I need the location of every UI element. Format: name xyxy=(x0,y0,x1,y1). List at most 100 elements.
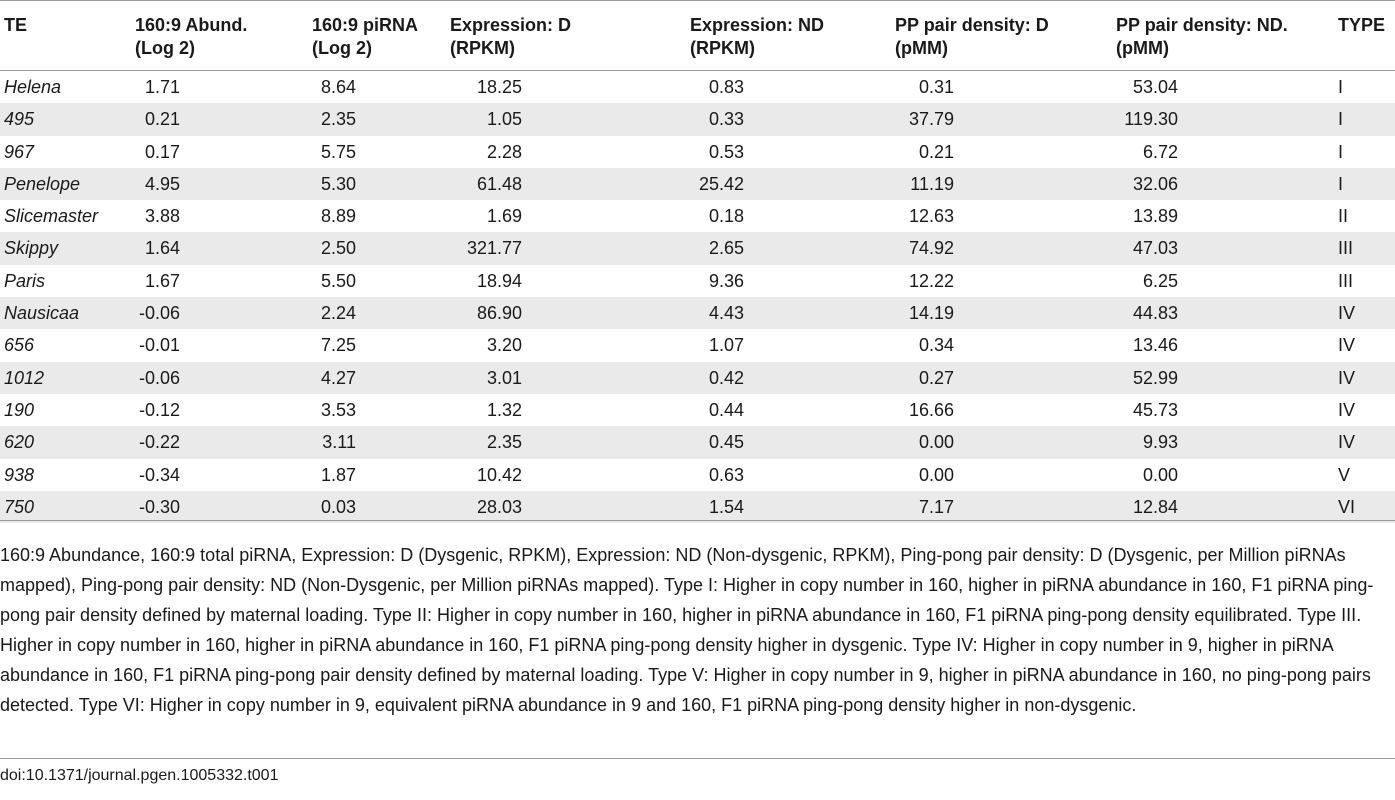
cell-expression-nd: 9.36 xyxy=(708,270,744,291)
header-pp-density-nd: PP pair density: ND. (pMM) xyxy=(1116,15,1288,58)
cell-expression-d: 18.25 xyxy=(476,77,522,97)
cell-type: III xyxy=(1338,270,1354,291)
table-header: TE 160:9 Abund. (Log 2) 160:9 piRNA (Log… xyxy=(0,2,1395,71)
cell-pirna: 3.11 xyxy=(322,432,356,453)
cell-pp-density-d: 12.22 xyxy=(908,270,954,291)
cell-expression-d: 1.32 xyxy=(486,399,522,420)
header-abundance: 160:9 Abund. (Log 2) xyxy=(135,15,248,58)
cell-pp-density-nd: 13.46 xyxy=(1132,335,1178,356)
table-bottom-rule xyxy=(0,520,1395,521)
cell-abundance: -0.34 xyxy=(138,464,180,485)
cell-abundance: 0.21 xyxy=(144,109,180,130)
table-row: 967 0.17 5.75 2.28 0.53 0.21 6.72 I xyxy=(0,136,1395,168)
cell-te: Skippy xyxy=(4,238,59,259)
cell-pirna: 5.75 xyxy=(320,141,356,162)
cell-abundance: -0.22 xyxy=(138,432,180,453)
cell-expression-nd: 25.42 xyxy=(698,173,744,194)
cell-expression-d: 18.94 xyxy=(476,270,522,291)
cell-abundance: -0.12 xyxy=(138,399,180,420)
cell-abundance: 3.88 xyxy=(144,206,180,227)
cell-te: 750 xyxy=(4,496,35,517)
cell-abundance: 1.64 xyxy=(144,238,180,259)
cell-expression-d: 86.90 xyxy=(476,303,522,324)
cell-type: I xyxy=(1338,141,1344,162)
cell-pirna: 2.35 xyxy=(320,109,356,130)
cell-pp-density-nd: 119.30 xyxy=(1124,109,1178,130)
cell-abundance: 0.17 xyxy=(144,141,180,162)
cell-pp-density-nd: 52.99 xyxy=(1132,367,1178,388)
cell-pp-density-d: 0.27 xyxy=(918,367,954,388)
cell-pp-density-d: 0.34 xyxy=(918,335,954,356)
cell-pirna: 8.64 xyxy=(320,77,356,97)
table-row: Helena 1.71 8.64 18.25 0.83 0.31 53.04 I xyxy=(0,71,1395,103)
cell-expression-nd: 1.07 xyxy=(708,335,744,356)
cell-type: I xyxy=(1338,173,1344,194)
cell-pp-density-nd: 53.04 xyxy=(1132,77,1178,97)
cell-expression-nd: 0.18 xyxy=(708,206,744,227)
table-row: 620 -0.22 3.11 2.35 0.45 0.00 9.93 IV xyxy=(0,426,1395,459)
cell-pp-density-d: 11.19 xyxy=(910,173,954,194)
cell-te: Paris xyxy=(4,270,46,291)
cell-expression-nd: 0.63 xyxy=(708,464,744,485)
header-expression-d: Expression: D (RPKM) xyxy=(450,15,572,58)
cell-te: 495 xyxy=(4,109,35,130)
cell-pp-density-nd: 45.73 xyxy=(1132,399,1178,420)
cell-pp-density-d: 37.79 xyxy=(908,109,954,130)
cell-pirna: 4.27 xyxy=(320,367,356,388)
table-row: 938 -0.34 1.87 10.42 0.63 0.00 0.00 V xyxy=(0,459,1395,491)
cell-te: 620 xyxy=(4,432,35,453)
cell-te: Nausicaa xyxy=(4,303,80,324)
table-row: 1012 -0.06 4.27 3.01 0.42 0.27 52.99 IV xyxy=(0,361,1395,394)
cell-pp-density-nd: 9.93 xyxy=(1142,432,1178,453)
cell-te: 190 xyxy=(4,399,35,420)
header-pp-density-d: PP pair density: D (pMM) xyxy=(895,15,1049,58)
cell-expression-nd: 0.83 xyxy=(708,77,744,97)
cell-pp-density-nd: 44.83 xyxy=(1132,303,1178,324)
cell-pp-density-d: 74.92 xyxy=(908,238,954,259)
cell-abundance: 1.67 xyxy=(144,270,180,291)
cell-pp-density-d: 7.17 xyxy=(918,496,954,517)
cell-pp-density-nd: 47.03 xyxy=(1132,238,1178,259)
cell-type: II xyxy=(1338,206,1349,227)
cell-pp-density-d: 0.21 xyxy=(918,141,954,162)
header-expression-nd: Expression: ND (RPKM) xyxy=(690,15,825,58)
table-row: Skippy 1.64 2.50 321.77 2.65 74.92 47.03 III xyxy=(0,232,1395,265)
cell-type: IV xyxy=(1338,432,1356,453)
cell-expression-d: 10.42 xyxy=(476,464,522,485)
cell-expression-d: 28.03 xyxy=(476,496,522,517)
table-row: 495 0.21 2.35 1.05 0.33 37.79 119.30 I xyxy=(0,103,1395,136)
cell-expression-nd: 2.65 xyxy=(708,238,744,259)
table-row: Nausicaa -0.06 2.24 86.90 4.43 14.19 44.83 IV xyxy=(0,297,1395,330)
cell-type: VI xyxy=(1338,496,1356,517)
cell-abundance: 1.71 xyxy=(144,77,180,97)
cell-te: Helena xyxy=(4,77,62,97)
cell-pp-density-d: 12.63 xyxy=(908,206,954,227)
cell-expression-d: 2.35 xyxy=(486,432,522,453)
cell-expression-nd: 0.45 xyxy=(708,432,744,453)
table-row: Penelope 4.95 5.30 61.48 25.42 11.19 32.06 I xyxy=(0,167,1395,201)
header-type: TYPE xyxy=(1338,15,1386,35)
cell-te: Penelope xyxy=(4,173,81,194)
cell-pp-density-d: 16.66 xyxy=(908,399,954,420)
cell-pirna: 5.30 xyxy=(320,173,356,194)
cell-te: 656 xyxy=(4,335,35,356)
table-footnote: 160:9 Abundance, 160:9 total piRNA, Expr… xyxy=(0,545,1374,715)
cell-expression-nd: 1.54 xyxy=(708,496,744,517)
cell-type: V xyxy=(1338,464,1351,485)
cell-expression-nd: 0.44 xyxy=(708,399,744,420)
cell-abundance: -0.06 xyxy=(138,303,180,324)
table-body: Helena 1.71 8.64 18.25 0.83 0.31 53.04 I 495 0.21… xyxy=(0,71,1395,524)
cell-pp-density-nd: 32.06 xyxy=(1132,173,1178,194)
cell-pp-density-d: 14.19 xyxy=(908,303,954,324)
header-pirna: 160:9 piRNA (Log 2) xyxy=(312,15,419,58)
cell-expression-d: 61.48 xyxy=(476,173,522,194)
cell-expression-d: 2.28 xyxy=(486,141,522,162)
doi-rule xyxy=(0,758,1395,759)
cell-pirna: 1.87 xyxy=(320,464,356,485)
cell-type: IV xyxy=(1338,399,1356,420)
cell-te: 1012 xyxy=(4,367,45,388)
cell-pp-density-nd: 0.00 xyxy=(1142,464,1178,485)
cell-pirna: 7.25 xyxy=(320,335,356,356)
cell-abundance: -0.01 xyxy=(138,335,180,356)
cell-expression-nd: 4.43 xyxy=(708,303,744,324)
